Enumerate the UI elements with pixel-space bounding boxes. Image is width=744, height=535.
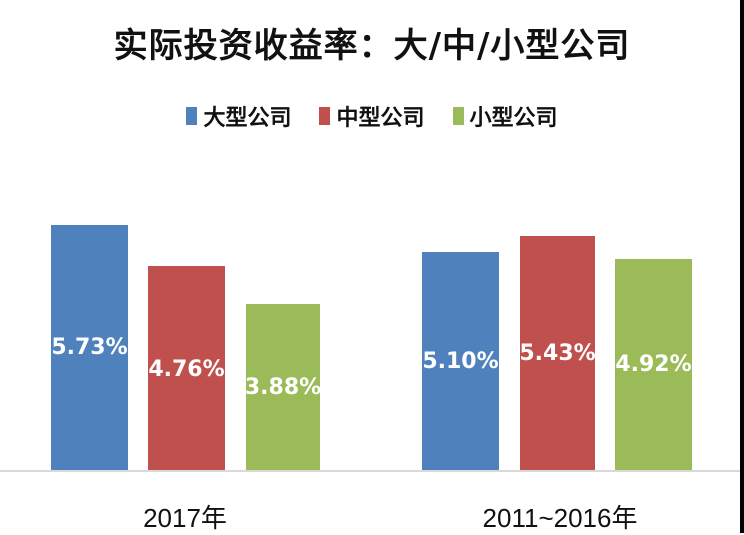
legend-item-medium: 中型公司 <box>319 100 425 132</box>
legend-label-medium: 中型公司 <box>336 106 425 131</box>
bar-2011-2016-large: 5.10% <box>422 252 499 470</box>
image-border <box>740 0 744 533</box>
bar-2017-large: 5.73% <box>51 225 128 470</box>
category-label-2011-2016: 2011~2016年 <box>482 503 638 533</box>
legend-item-large: 大型公司 <box>186 100 291 132</box>
legend-label-small: 小型公司 <box>469 106 558 131</box>
chart-legend: 大型公司 中型公司 小型公司 <box>0 100 744 132</box>
legend-swatch-small <box>452 107 464 125</box>
bar-value-label: 5.43% <box>519 340 596 366</box>
legend-label-large: 大型公司 <box>203 106 292 131</box>
x-axis-line <box>0 470 740 472</box>
bar-2017-small: 3.88% <box>244 304 322 470</box>
bar-2011-2016-small: 4.92% <box>615 259 692 470</box>
bar-value-label: 3.88% <box>244 374 322 400</box>
bar-value-label: 4.92% <box>615 352 692 377</box>
bar-2017-medium: 4.76% <box>148 266 225 470</box>
legend-item-small: 小型公司 <box>452 100 558 132</box>
legend-swatch-medium <box>319 107 331 125</box>
bar-value-label: 4.76% <box>148 356 225 382</box>
chart-title: 实际投资收益率：大/中/小型公司 <box>113 26 631 66</box>
category-label-2017: 2017年 <box>143 503 227 533</box>
legend-swatch-large <box>186 107 198 125</box>
bar-2011-2016-medium: 5.43% <box>519 236 596 470</box>
bar-value-label: 5.73% <box>51 335 128 360</box>
bar-value-label: 5.10% <box>422 348 499 374</box>
